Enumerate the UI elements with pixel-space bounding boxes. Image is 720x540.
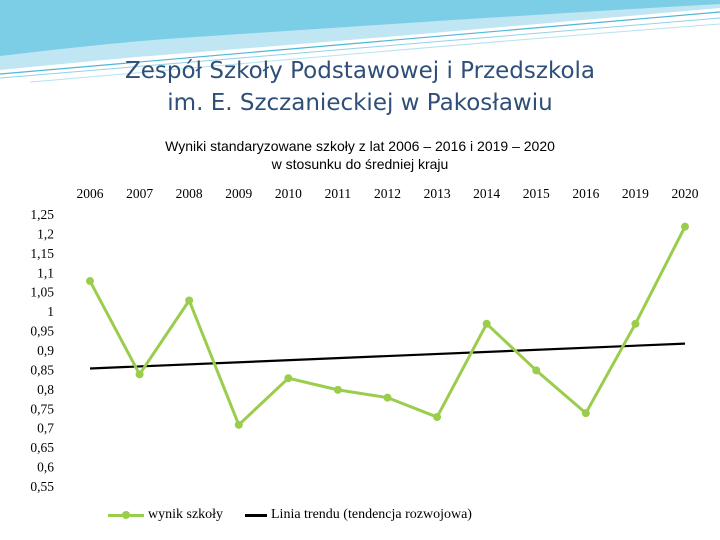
chart-title: Wyniki standaryzowane szkoły z lat 2006 … bbox=[0, 137, 720, 173]
y-tick-label: 0,7 bbox=[37, 421, 54, 436]
x-tick-label: 2008 bbox=[176, 186, 203, 201]
x-tick-label: 2016 bbox=[572, 186, 599, 201]
y-tick-label: 1,2 bbox=[37, 226, 54, 241]
decoration-wave-line bbox=[0, 17, 720, 79]
data-point-school bbox=[234, 420, 243, 429]
y-tick-label: 0,6 bbox=[37, 460, 54, 475]
data-point-school bbox=[86, 277, 94, 286]
legend-item-school: wynik szkoły bbox=[108, 505, 223, 525]
data-point-school bbox=[581, 409, 590, 418]
y-tick-label: 0,75 bbox=[30, 401, 54, 416]
data-point-school bbox=[433, 413, 442, 422]
slide-title-line2: im. E. Szczanieckiej w Pakosławiu bbox=[167, 90, 553, 116]
data-point-school bbox=[631, 319, 640, 328]
data-point-school bbox=[284, 374, 293, 383]
legend-item-trend: Linia trendu (tendencja rozwojowa) bbox=[245, 505, 472, 525]
legend-swatch-school bbox=[108, 505, 144, 525]
x-tick-label: 2007 bbox=[126, 186, 153, 201]
y-tick-label: 1,05 bbox=[30, 285, 54, 300]
slide-title: Zespół Szkoły Podstawowej i Przedszkola … bbox=[0, 55, 720, 119]
data-point-school bbox=[681, 222, 689, 231]
y-tick-label: 1,25 bbox=[30, 207, 54, 222]
x-tick-label: 2019 bbox=[622, 186, 649, 201]
legend-swatch-marker bbox=[122, 511, 130, 519]
y-tick-label: 1,15 bbox=[30, 246, 54, 261]
legend-swatch-line bbox=[245, 514, 267, 517]
x-tick-label: 2014 bbox=[473, 186, 500, 201]
legend-swatch-trend bbox=[245, 505, 267, 525]
y-tick-label: 0,8 bbox=[37, 382, 54, 397]
chart-title-line2: w stosunku do średniej kraju bbox=[271, 156, 449, 172]
x-tick-label: 2006 bbox=[77, 186, 104, 201]
x-tick-label: 2011 bbox=[325, 186, 352, 201]
data-point-school bbox=[482, 319, 491, 328]
legend-label-school: wynik szkoły bbox=[148, 507, 224, 522]
x-tick-label: 2020 bbox=[672, 186, 699, 201]
x-tick-label: 2015 bbox=[523, 186, 550, 201]
y-tick-label: 0,9 bbox=[37, 343, 54, 358]
decoration-wave-fill-dark bbox=[0, 0, 720, 56]
chart-title-line1: Wyniki standaryzowane szkoły z lat 2006 … bbox=[165, 138, 555, 154]
y-tick-label: 1,1 bbox=[37, 265, 54, 280]
x-tick-label: 2009 bbox=[225, 186, 252, 201]
data-point-school bbox=[185, 296, 194, 305]
y-tick-label: 0,65 bbox=[30, 440, 54, 455]
x-tick-label: 2010 bbox=[275, 186, 302, 201]
y-tick-label: 0,95 bbox=[30, 324, 54, 339]
data-point-school bbox=[135, 370, 144, 379]
slide-title-line1: Zespół Szkoły Podstawowej i Przedszkola bbox=[124, 58, 596, 84]
data-point-school bbox=[333, 385, 342, 394]
header-decoration bbox=[0, 0, 720, 83]
legend-label-trend: Linia trendu (tendencja rozwojowa) bbox=[271, 507, 472, 522]
x-tick-label: 2013 bbox=[424, 186, 451, 201]
y-tick-label: 0,55 bbox=[30, 479, 54, 494]
trend-line bbox=[89, 342, 686, 370]
decoration-wave-line bbox=[0, 11, 720, 75]
y-tick-label: 1 bbox=[47, 304, 54, 319]
data-point-school bbox=[383, 393, 392, 402]
data-point-school bbox=[532, 366, 541, 375]
decoration-wave-line bbox=[29, 23, 720, 83]
x-tick-label: 2012 bbox=[374, 186, 401, 201]
y-tick-label: 0,85 bbox=[30, 362, 54, 377]
